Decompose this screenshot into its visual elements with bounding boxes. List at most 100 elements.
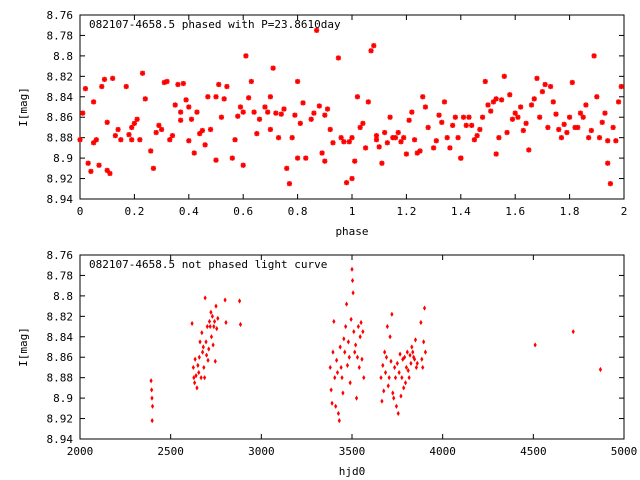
phased-data-point: [409, 109, 415, 115]
phased-x-tick-label: 0.8: [288, 205, 308, 218]
phased-data-point: [463, 122, 469, 128]
phased-data-point: [338, 135, 344, 141]
phased-data-point: [599, 119, 605, 125]
phased-data-point: [129, 137, 135, 143]
phased-data-point: [110, 75, 116, 81]
phased-data-point: [159, 126, 165, 133]
phased-data-point: [324, 106, 331, 112]
unphased-data-point: [209, 309, 213, 315]
phased-data-point: [618, 83, 624, 90]
phased-data-point: [156, 122, 162, 128]
phased-x-tick-label: 1.4: [451, 205, 471, 218]
phased-x-tick-label: 0: [77, 205, 84, 218]
unphased-data-point: [216, 315, 220, 321]
phased-data-point: [452, 114, 458, 120]
phased-data-point: [411, 137, 418, 143]
phased-data-point: [137, 137, 143, 143]
unphased-data-point: [571, 329, 575, 335]
unphased-x-tick-label: 4000: [429, 445, 456, 458]
unphased-data-point: [402, 354, 407, 360]
phased-data-point: [431, 145, 437, 151]
unphased-data-point: [389, 358, 393, 364]
phased-data-point: [605, 138, 611, 144]
phased-data-point: [403, 151, 409, 157]
unphased-data-point: [197, 354, 201, 360]
phased-data-point: [191, 150, 197, 156]
unphased-data-point: [223, 297, 227, 303]
unphased-data-point: [343, 349, 347, 355]
phased-data-point: [289, 135, 295, 141]
unphased-chart-title: 082107-4658.5 not phased light curve: [89, 258, 327, 271]
phased-data-point: [406, 117, 412, 123]
phased-data-point: [164, 78, 170, 85]
phased-y-axis-label: I[mag]: [17, 87, 30, 127]
phased-data-point: [322, 158, 328, 164]
unphased-data-point: [399, 393, 403, 399]
phased-data-point: [316, 103, 322, 109]
phased-data-point: [433, 138, 439, 144]
unphased-data-point: [405, 349, 409, 355]
unphased-data-point: [214, 303, 218, 309]
phased-data-point: [567, 114, 573, 120]
phased-data-point: [357, 124, 363, 131]
unphased-y-tick-label: 8.86: [47, 351, 74, 364]
phased-data-point: [588, 127, 594, 134]
unphased-data-point: [331, 349, 335, 355]
phased-data-point: [107, 170, 113, 177]
unphased-data-point: [354, 342, 358, 348]
unphased-plot-frame: [79, 254, 625, 440]
unphased-data-point: [208, 323, 212, 330]
phased-data-point: [613, 138, 619, 144]
unphased-y-tick-label: 8.92: [47, 413, 74, 426]
phased-y-tick-label: 8.78: [47, 29, 74, 42]
unphased-data-point: [422, 305, 427, 311]
unphased-data-point: [423, 349, 428, 355]
unphased-data-point: [198, 339, 202, 345]
unphased-y-tick-label: 8.78: [47, 269, 74, 282]
unphased-data-point: [207, 318, 212, 325]
unphased-data-point: [205, 323, 209, 330]
phased-chart-title: 082107-4658.5 phased with P=23.8610day: [89, 18, 341, 31]
phased-data-point: [112, 133, 118, 139]
unphased-data-point: [347, 354, 351, 360]
unphased-data-point: [412, 354, 416, 360]
phased-data-point: [297, 120, 303, 126]
phased-data-point: [539, 89, 545, 95]
unphased-data-point: [355, 354, 360, 360]
unphased-data-point: [412, 356, 417, 362]
phased-data-point: [142, 96, 148, 102]
unphased-data-point: [344, 301, 349, 307]
phased-data-point: [577, 110, 584, 116]
phased-data-point: [504, 129, 510, 136]
phased-data-point: [447, 145, 453, 151]
phased-y-tick-label: 8.92: [47, 173, 74, 186]
phased-data-point: [275, 135, 282, 141]
phased-data-point: [292, 112, 298, 118]
unphased-data-point: [348, 380, 352, 386]
unphased-data-point: [419, 319, 423, 326]
phased-data-point: [232, 137, 238, 143]
phased-data-point: [395, 129, 401, 136]
phased-y-tick-label: 8.94: [47, 193, 74, 206]
phased-data-point: [314, 27, 320, 33]
unphased-data-point: [406, 367, 410, 374]
unphased-y-tick-label: 8.94: [47, 433, 74, 446]
unphased-data-point: [408, 352, 412, 358]
unphased-data-point: [197, 369, 201, 376]
phased-data-point: [183, 97, 189, 103]
phased-data-point: [77, 137, 83, 143]
phased-data-point: [240, 162, 246, 168]
phased-data-point: [224, 83, 230, 90]
unphased-data-point: [194, 373, 198, 379]
unphased-data-point: [211, 342, 215, 348]
phased-data-point: [496, 135, 502, 141]
unphased-data-point: [150, 418, 154, 424]
phased-data-point: [172, 102, 178, 108]
phased-data-point: [493, 151, 499, 157]
unphased-data-point: [392, 395, 396, 401]
unphased-data-point: [386, 383, 390, 389]
unphased-data-point: [193, 380, 197, 386]
phased-data-point: [349, 175, 355, 182]
phased-data-point: [278, 111, 284, 117]
